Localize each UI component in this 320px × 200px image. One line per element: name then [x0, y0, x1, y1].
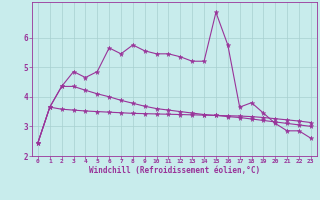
X-axis label: Windchill (Refroidissement éolien,°C): Windchill (Refroidissement éolien,°C): [89, 166, 260, 175]
